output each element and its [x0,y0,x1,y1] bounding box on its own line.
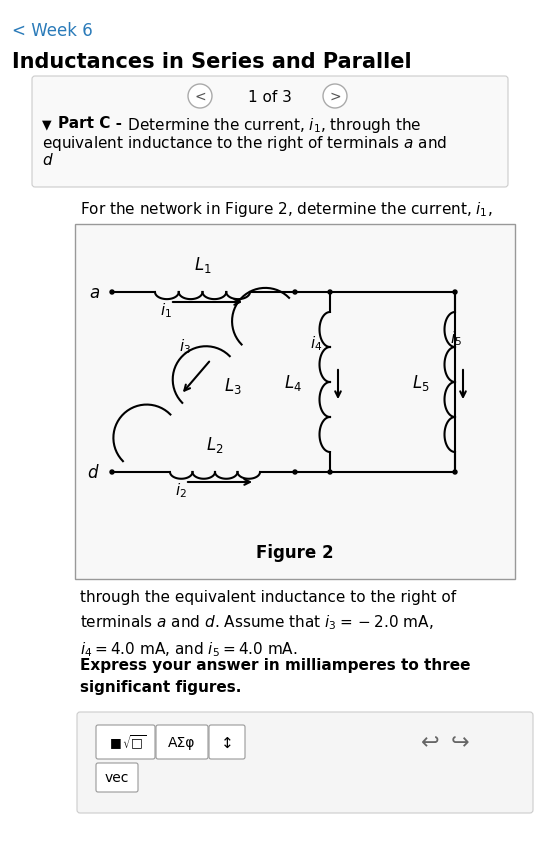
Text: through the equivalent inductance to the right of
terminals $a$ and $d$. Assume : through the equivalent inductance to the… [80,590,456,659]
Text: ↕: ↕ [221,734,233,750]
Circle shape [110,470,114,475]
Circle shape [110,291,114,295]
Text: >: > [329,90,341,104]
Text: <: < [194,90,206,104]
Circle shape [293,291,297,295]
FancyBboxPatch shape [77,712,533,813]
Circle shape [328,470,332,475]
Text: For the network in Figure 2, determine the current, $i_1$,: For the network in Figure 2, determine t… [80,199,492,219]
Text: $L_1$: $L_1$ [194,255,211,274]
Text: ↩: ↩ [421,732,440,752]
Text: 1 of 3: 1 of 3 [248,89,292,105]
Circle shape [453,470,457,475]
Text: $L_5$: $L_5$ [413,372,430,393]
FancyBboxPatch shape [75,225,515,579]
Circle shape [323,85,347,109]
Text: $\sqrt{□}$: $\sqrt{□}$ [122,733,146,751]
Circle shape [293,470,297,475]
Text: $d$: $d$ [87,463,100,481]
Text: AΣφ: AΣφ [168,735,195,749]
Text: equivalent inductance to the right of terminals $a$ and: equivalent inductance to the right of te… [42,134,447,153]
Text: $i_5$: $i_5$ [450,329,462,348]
FancyBboxPatch shape [32,77,508,187]
Text: $i_2$: $i_2$ [175,481,187,499]
FancyBboxPatch shape [156,725,208,759]
Text: $i_4$: $i_4$ [309,334,322,353]
Circle shape [453,291,457,295]
Circle shape [188,85,212,109]
Text: < Week 6: < Week 6 [12,22,93,40]
FancyBboxPatch shape [96,763,138,792]
Text: $L_4$: $L_4$ [284,372,302,393]
Text: ■: ■ [110,735,122,749]
Text: $a$: $a$ [89,284,100,302]
Text: $i_3$: $i_3$ [179,337,191,355]
FancyBboxPatch shape [209,725,245,759]
Text: $d$: $d$ [42,152,54,168]
Circle shape [328,291,332,295]
Text: vec: vec [105,770,129,784]
Text: Part C -: Part C - [58,116,122,131]
Text: $L_3$: $L_3$ [224,375,242,395]
Text: $L_2$: $L_2$ [206,435,224,454]
Text: $i_1$: $i_1$ [160,301,172,320]
Text: ▼: ▼ [42,118,52,131]
FancyBboxPatch shape [96,725,155,759]
Text: Figure 2: Figure 2 [256,544,334,561]
Text: Determine the current, $i_1$, through the: Determine the current, $i_1$, through th… [123,116,421,135]
Text: Express your answer in milliamperes to three
significant figures.: Express your answer in milliamperes to t… [80,657,470,694]
Text: ↪: ↪ [451,732,469,752]
Text: Inductances in Series and Parallel: Inductances in Series and Parallel [12,52,411,72]
